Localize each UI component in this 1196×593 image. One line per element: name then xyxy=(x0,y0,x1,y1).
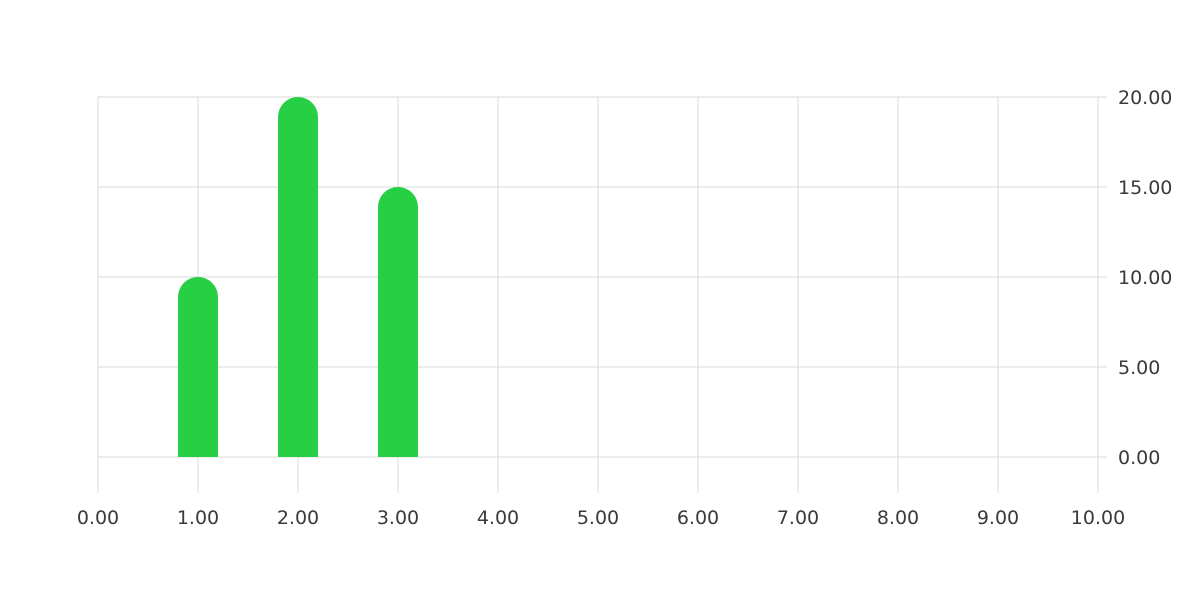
bar xyxy=(278,97,318,457)
grid xyxy=(97,96,1107,493)
bar xyxy=(178,277,218,457)
x-tick-label: 7.00 xyxy=(777,507,819,529)
x-tick-label: 6.00 xyxy=(677,507,719,529)
x-tick-label: 10.00 xyxy=(1071,507,1125,529)
y-tick-label: 0.00 xyxy=(1118,447,1160,469)
x-axis-ticks: 0.00 1.00 2.00 3.00 4.00 5.00 6.00 7.00 8.00 9.00… xyxy=(77,507,1125,529)
x-tick-label: 9.00 xyxy=(977,507,1019,529)
y-tick-label: 15.00 xyxy=(1118,177,1172,199)
x-tick-label: 3.00 xyxy=(377,507,419,529)
x-tick-label: 1.00 xyxy=(177,507,219,529)
x-tick-label: 5.00 xyxy=(577,507,619,529)
y-tick-label: 10.00 xyxy=(1118,267,1172,289)
bar xyxy=(378,187,418,457)
x-tick-label: 0.00 xyxy=(77,507,119,529)
y-tick-label: 20.00 xyxy=(1118,87,1172,109)
x-tick-label: 2.00 xyxy=(277,507,319,529)
bars xyxy=(178,97,418,457)
x-tick-label: 8.00 xyxy=(877,507,919,529)
x-tick-label: 4.00 xyxy=(477,507,519,529)
y-axis-ticks: 0.00 5.00 10.00 15.00 20.00 xyxy=(1118,87,1172,469)
y-tick-label: 5.00 xyxy=(1118,357,1160,379)
